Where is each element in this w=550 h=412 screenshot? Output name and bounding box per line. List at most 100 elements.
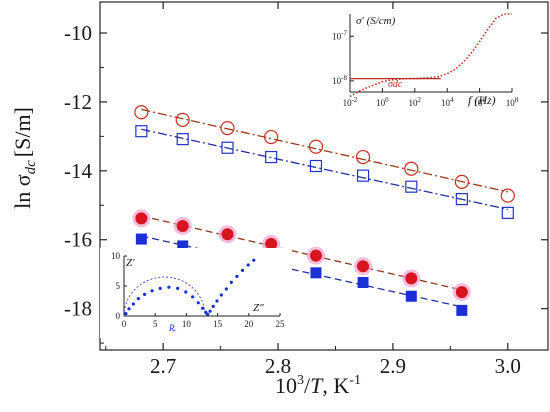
inset1-lines (349, 13, 512, 98)
inset2-y-tick-label: 5 (116, 281, 121, 291)
inset2-r-annotation: Rᵣ (168, 323, 177, 333)
series-3-point (176, 219, 189, 232)
inset2-point (206, 312, 210, 316)
series-2-point (356, 169, 370, 182)
y-tick-label: -10 (64, 21, 92, 45)
series-1-fit-line (141, 108, 508, 193)
y-tick-label: -16 (64, 228, 92, 252)
y-label-unit: [S/m] (10, 107, 35, 157)
series-1-point (264, 129, 279, 145)
inset2-point (215, 299, 219, 303)
series-2-point (176, 133, 189, 146)
inset2-point (127, 307, 131, 311)
inset2-point (224, 287, 228, 291)
series-4-point (456, 304, 468, 316)
y-label-sub: dc (23, 160, 39, 175)
x-tick-label: 2.9 (380, 354, 406, 378)
x-label-var: T (310, 373, 324, 398)
inset2-point (191, 295, 195, 299)
y-tick-label: -12 (64, 90, 92, 114)
series-3-point (265, 237, 278, 250)
inset2-point (219, 293, 223, 297)
inset1-x-tick-label: 108 (506, 96, 519, 108)
inset2-axis-ticks: 0 5 10 15 20 25 0 5 10 (111, 251, 285, 329)
inset2-point (158, 286, 162, 290)
series-1-point (134, 105, 149, 120)
inset2-point (184, 290, 188, 294)
svg-text:ln σdc[S/m]: ln σdc [S/m] (10, 107, 39, 209)
inset2-point (229, 280, 233, 284)
inset2-lines (123, 276, 206, 317)
series-3-point (357, 260, 370, 273)
inset2-point (246, 263, 250, 267)
series-2-point (405, 180, 418, 193)
inset2-x-tick-label: 5 (153, 319, 158, 329)
series-3-point (309, 249, 322, 262)
x-tick-label: 2.8 (265, 354, 291, 378)
inset1-x-label: f (Hz) (468, 93, 496, 107)
inset2-x-tick-label: 25 (276, 319, 286, 329)
main-y-axis-label: ln σdc [S/m] (10, 107, 39, 209)
series-3-point (221, 228, 234, 241)
inset2-data-points (124, 258, 256, 316)
inset1-sigma-dc-annotation: σdc (388, 79, 403, 90)
series-1-point (404, 161, 419, 176)
y-label-main: ln σ (10, 174, 35, 209)
inset2-y-label: Z′ (126, 257, 135, 269)
inset2-y-tick-label: 10 (111, 251, 121, 261)
inset1-x-tick-label: 102 (409, 96, 422, 108)
x-label-slash: / (304, 373, 311, 398)
y-tick-label: -18 (64, 297, 92, 321)
inset1-conductivity-curve (349, 13, 512, 98)
series-1-point (220, 121, 235, 136)
inset2-point (150, 289, 154, 293)
x-label-unit: , K (322, 373, 349, 398)
inset2-y-tick-label: 0 (116, 311, 121, 321)
series-1-point (355, 149, 371, 165)
inset2-point (208, 309, 212, 313)
series-2-point (501, 206, 514, 219)
main-axis-ticks: 2.7 2.8 2.9 3.0 -10 -12 -14 -16 -18 (64, 2, 548, 378)
inset2-dashed-arc (123, 276, 206, 317)
x-label-sup: 3 (297, 373, 304, 388)
series-1-point (454, 174, 469, 189)
series-2-point (221, 141, 234, 154)
series-2-point (265, 150, 278, 164)
series-1-point (500, 188, 515, 203)
series-2-point (455, 192, 468, 206)
x-label-unit-sup: -1 (349, 373, 361, 388)
series-2-fit-line (141, 128, 508, 210)
series-4-point (310, 267, 322, 279)
inset2-x-tick-label: 15 (213, 319, 223, 329)
series-3-point (405, 272, 418, 285)
x-label-main: 10 (275, 373, 297, 398)
main-plot-frame (99, 1, 549, 351)
inset2-point (252, 258, 256, 262)
series-3-point (135, 212, 148, 225)
series-4-point (405, 290, 417, 302)
inset2-point (196, 301, 200, 305)
inset1-x-tick-label: 106 (473, 96, 486, 108)
inset2-point (136, 297, 140, 301)
series-3-point (455, 286, 468, 299)
inset2-x-tick-label: 0 (122, 319, 127, 329)
series-2-point (309, 159, 323, 173)
inset2-point (176, 286, 180, 290)
main-x-axis-label: 103/T, K-1 (275, 373, 361, 398)
inset2-x-label: Z″ (253, 302, 264, 314)
inset1-x-tick-label: 10-2 (343, 96, 358, 108)
inset2-point (131, 302, 135, 306)
x-tick-label: 2.7 (150, 354, 176, 378)
inset2-point (235, 274, 239, 278)
inset2-point (240, 268, 245, 272)
inset-nyquist-plot: 0 5 10 15 20 25 0 5 10 Z′ Z″ Rᵣ (100, 248, 292, 338)
series-4-point (357, 276, 369, 288)
inset1-x-tick-label: 100 (376, 96, 389, 108)
inset2-point (142, 292, 147, 296)
inset1-y-tick-label: 10-8 (332, 74, 347, 86)
inset1-axis-ticks: 10-2 100 102 104 106 108 10-7 10-8 (332, 14, 519, 108)
inset2-point (201, 306, 205, 310)
inset2-point (167, 285, 171, 289)
x-tick-label: 3.0 (495, 354, 521, 378)
